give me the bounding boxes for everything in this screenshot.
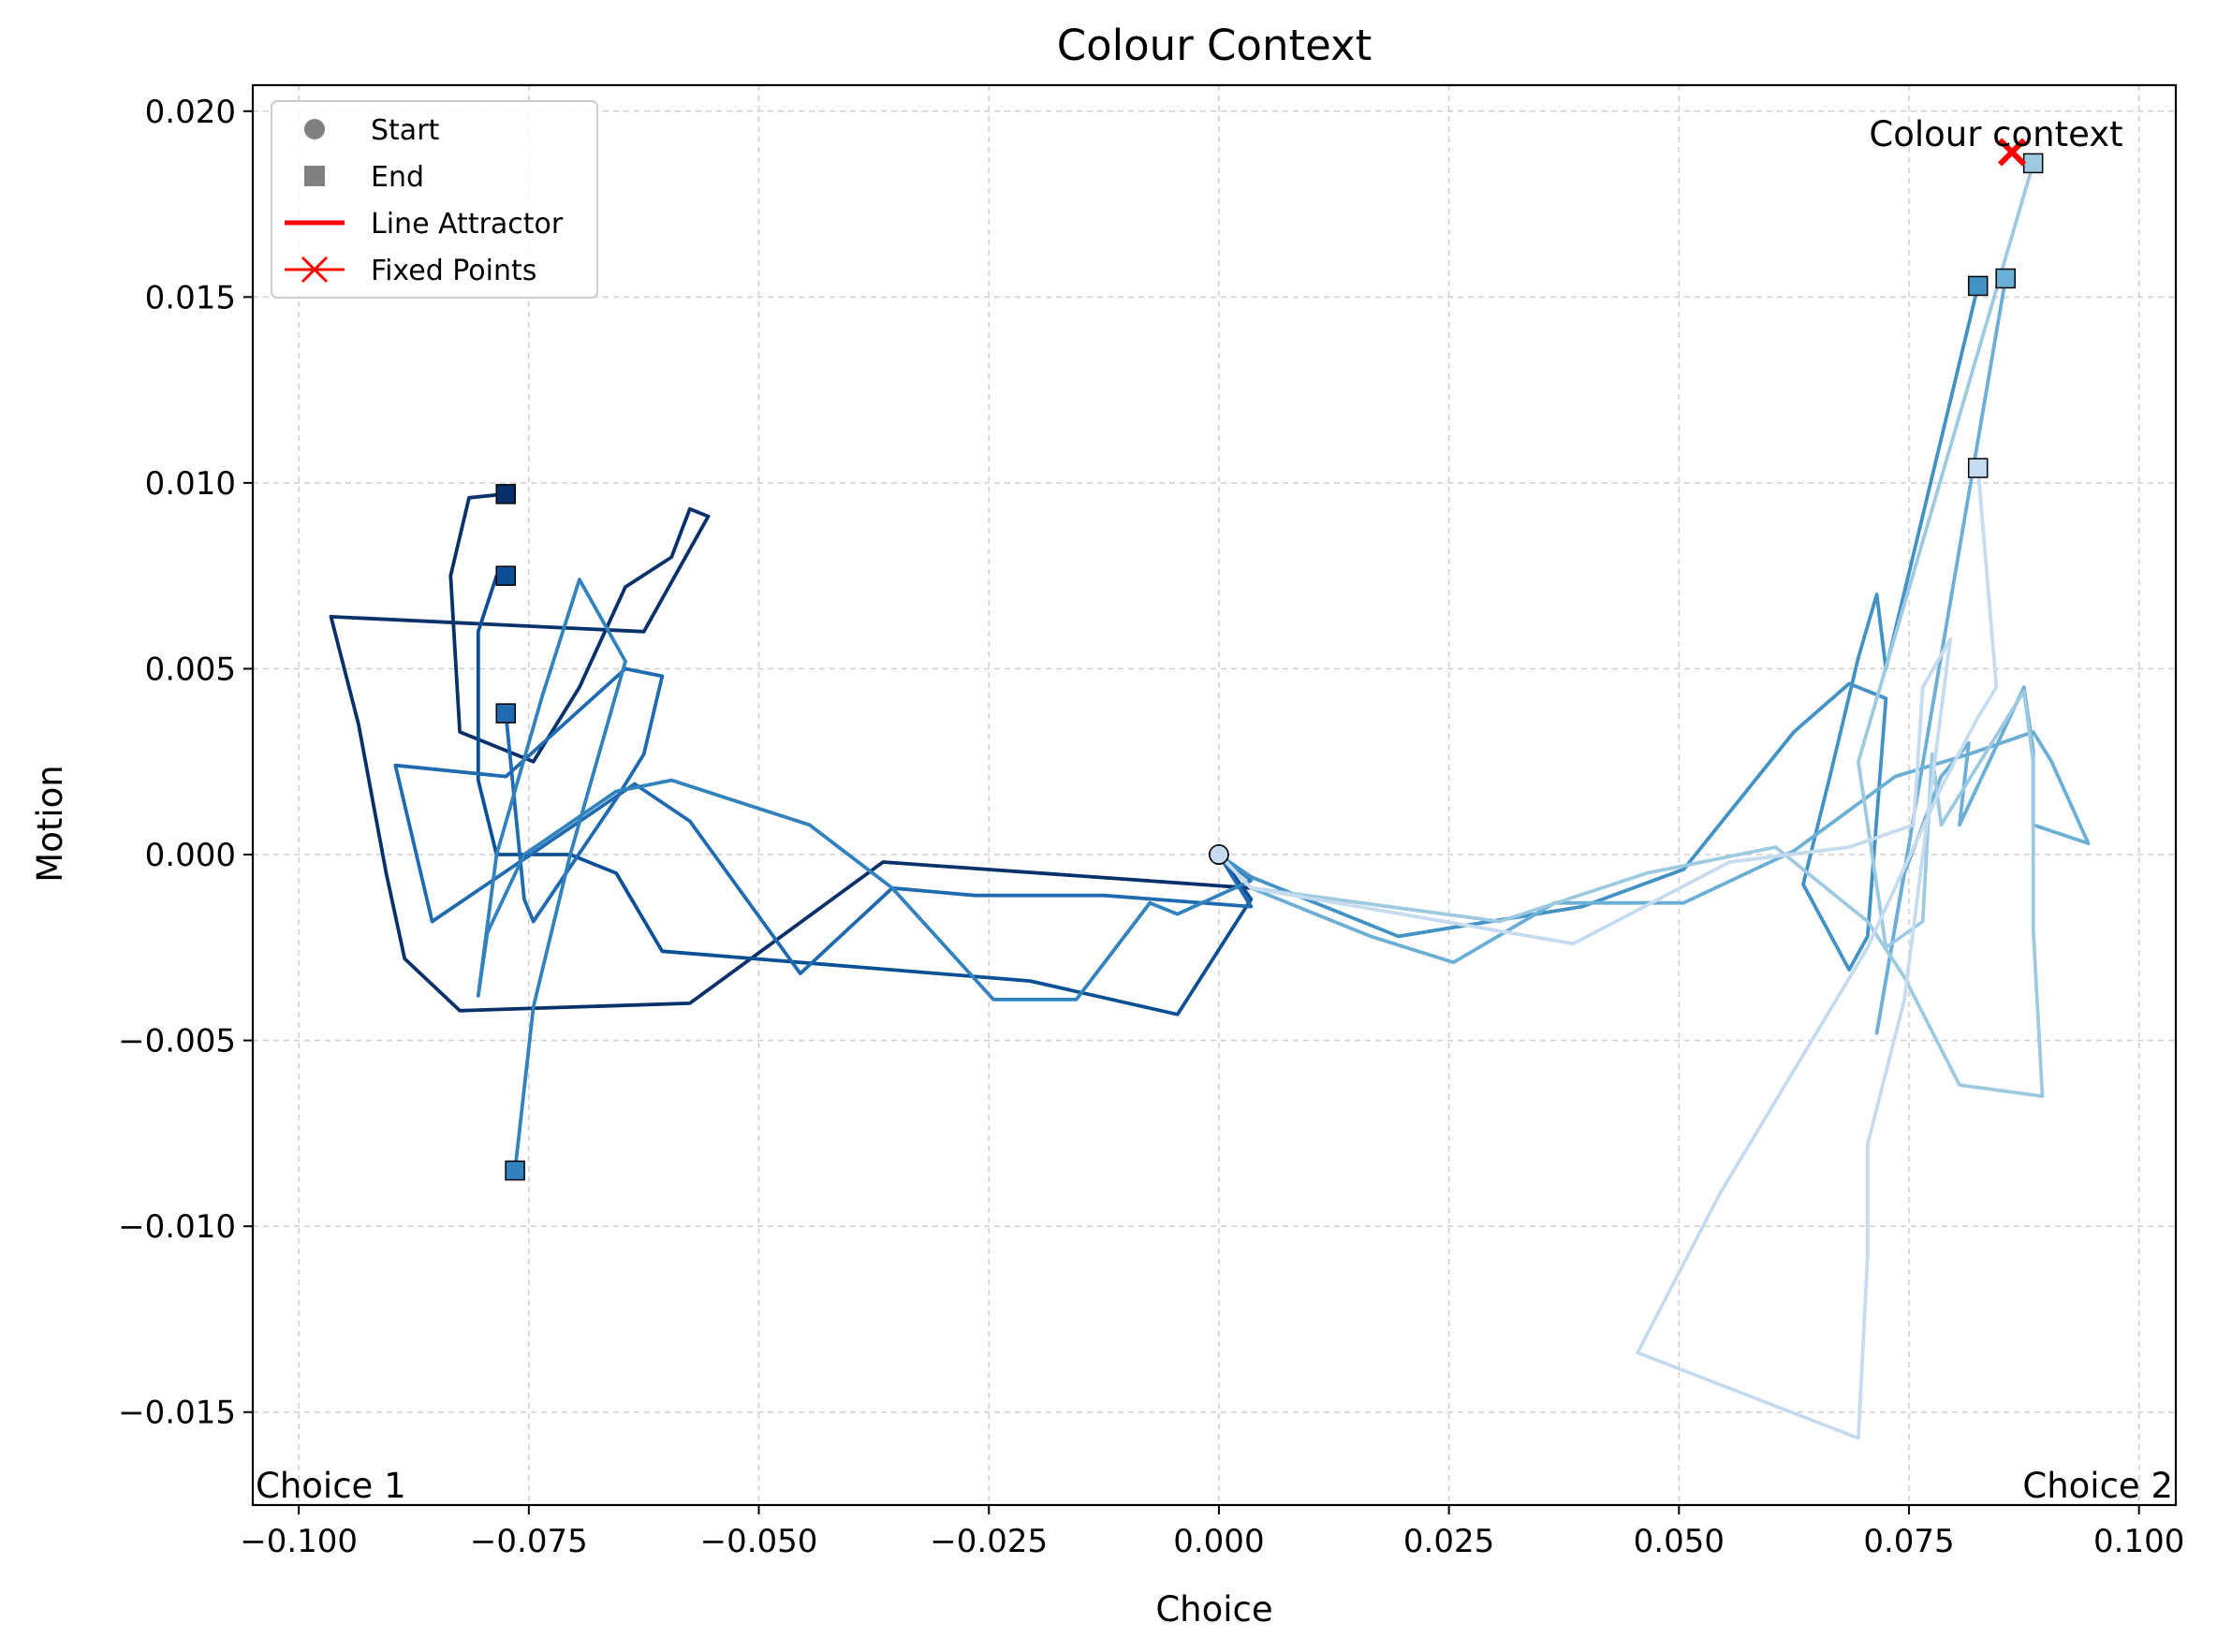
- fixed-point-stroke: [1997, 138, 2027, 167]
- y-tick-label: −0.005: [118, 1023, 236, 1060]
- x-tick-label: −0.050: [700, 1523, 818, 1560]
- fixed-point-marker: [1997, 138, 2027, 167]
- trajectory-line-1: [329, 491, 1254, 1013]
- series-group: [329, 161, 2091, 1440]
- marker-group: [495, 138, 2044, 1181]
- end-marker-4: [505, 1160, 525, 1181]
- legend-start-circle-icon: [304, 119, 325, 139]
- x-tick-label: −0.075: [470, 1523, 588, 1560]
- ticks: −0.100 −0.075 −0.050 −0.025 0.000 0.025 0.050 0…: [118, 94, 2184, 1560]
- chart-title: Colour Context: [1057, 21, 1373, 70]
- end-marker-7: [2022, 153, 2044, 174]
- x-tick-label: 0.000: [1173, 1523, 1264, 1560]
- legend-label: Line Attractor: [371, 208, 564, 241]
- fixed-point-annotation: Colour context: [1869, 114, 2122, 154]
- trajectory-line-2: [476, 574, 1254, 1016]
- end-marker-1: [495, 484, 517, 504]
- y-tick-label: 0.000: [145, 837, 236, 874]
- legend-x-icon: [301, 256, 329, 284]
- x-tick-label: 0.025: [1403, 1523, 1494, 1560]
- x-tick-label: 0.050: [1634, 1523, 1725, 1560]
- end-marker-8: [1967, 458, 1989, 478]
- y-axis-label: Motion: [30, 765, 70, 882]
- legend: Start End Line Attractor Fixed Points: [271, 100, 598, 299]
- plot-frame: [251, 83, 2178, 1507]
- end-marker-3: [495, 703, 517, 724]
- y-tick-label: −0.010: [118, 1208, 236, 1246]
- end-marker-2: [495, 565, 517, 586]
- trajectory-line-7: [1217, 161, 2045, 1099]
- y-tick-label: −0.015: [118, 1395, 236, 1432]
- corner-label-choice-2: Choice 2: [2022, 1466, 2173, 1506]
- trajectory-line-3: [393, 666, 1254, 975]
- y-tick-label: 0.010: [145, 465, 236, 503]
- start-marker-8: [1209, 844, 1229, 865]
- end-marker-5: [1967, 275, 1989, 297]
- trajectory-line-4: [476, 577, 1254, 1173]
- legend-label: End: [371, 161, 424, 194]
- y-tick-label: 0.020: [145, 94, 236, 131]
- legend-box: [271, 100, 598, 299]
- trajectory-line-8: [1217, 466, 1999, 1440]
- legend-label: Fixed Points: [371, 255, 536, 287]
- x-tick-label: −0.100: [240, 1523, 358, 1560]
- y-tick-label: 0.015: [145, 279, 236, 316]
- end-marker-6: [1995, 268, 2016, 289]
- corner-label-choice-1: Choice 1: [256, 1466, 406, 1506]
- x-tick-label: −0.025: [930, 1523, 1048, 1560]
- x-axis-label: Choice: [1155, 1589, 1272, 1630]
- x-tick-label: 0.075: [1863, 1523, 1954, 1560]
- trajectory-line-6: [1217, 276, 2091, 1035]
- y-tick-label: 0.005: [145, 651, 236, 688]
- legend-label: Start: [371, 114, 440, 147]
- x-tick-label: 0.100: [2093, 1523, 2184, 1560]
- legend-end-square-icon: [304, 166, 325, 186]
